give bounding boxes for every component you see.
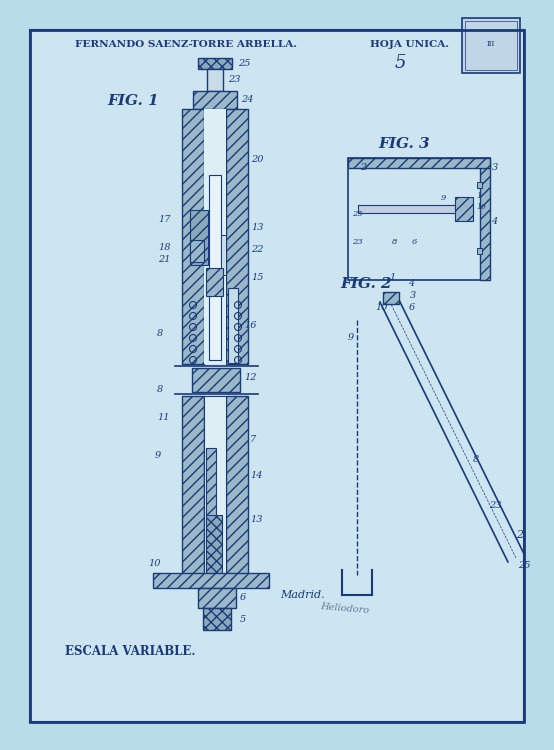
Bar <box>348 158 490 280</box>
Text: 3: 3 <box>492 164 498 172</box>
Text: 1: 1 <box>476 192 481 200</box>
Text: 5: 5 <box>395 54 407 72</box>
Text: 24: 24 <box>241 94 254 104</box>
Text: FERNANDO SAENZ-TORRE ARBELLA.: FERNANDO SAENZ-TORRE ARBELLA. <box>75 40 297 49</box>
Bar <box>462 18 520 73</box>
Text: 13: 13 <box>250 515 263 524</box>
Text: HOJA UNICA.: HOJA UNICA. <box>370 40 449 49</box>
Text: 23: 23 <box>352 238 363 246</box>
Bar <box>477 182 482 188</box>
Text: 10: 10 <box>148 559 161 568</box>
Text: 6: 6 <box>409 304 416 313</box>
Bar <box>204 396 226 581</box>
Bar <box>192 368 240 392</box>
Text: 9: 9 <box>348 334 354 343</box>
Text: 23: 23 <box>228 74 240 83</box>
Bar <box>226 109 248 364</box>
Bar <box>203 608 231 630</box>
Text: 25: 25 <box>518 560 531 569</box>
Text: 4: 4 <box>408 278 414 287</box>
Bar <box>226 396 248 581</box>
Bar <box>348 158 490 168</box>
Bar <box>190 240 204 262</box>
Bar <box>182 396 204 581</box>
Bar <box>198 588 236 608</box>
Bar <box>209 175 221 360</box>
Text: 14: 14 <box>250 470 263 479</box>
Bar <box>204 109 226 364</box>
Text: 6: 6 <box>412 238 417 246</box>
Bar <box>207 69 223 91</box>
Text: 22: 22 <box>251 245 264 254</box>
Bar <box>30 30 524 722</box>
Bar <box>465 21 517 70</box>
Text: 1: 1 <box>389 274 395 283</box>
Bar <box>221 235 226 275</box>
Text: 8: 8 <box>473 455 479 464</box>
Text: 8: 8 <box>392 238 397 246</box>
Text: 7: 7 <box>250 436 257 445</box>
Text: 8: 8 <box>157 386 163 394</box>
Text: 18: 18 <box>158 244 171 253</box>
Text: 5: 5 <box>240 616 246 625</box>
Bar <box>198 58 232 69</box>
Bar <box>206 515 222 575</box>
Text: 11: 11 <box>157 413 170 422</box>
Bar <box>480 158 490 280</box>
Text: 2: 2 <box>516 530 523 540</box>
Text: FIG. 2: FIG. 2 <box>340 277 392 291</box>
Bar <box>358 205 473 213</box>
Bar <box>228 288 238 363</box>
Bar <box>153 573 269 588</box>
Text: 10: 10 <box>375 304 387 313</box>
Text: Madrid.: Madrid. <box>280 590 325 600</box>
Bar <box>455 197 473 221</box>
Text: 21: 21 <box>158 256 171 265</box>
Text: 25: 25 <box>238 58 250 68</box>
Text: FIG. 1: FIG. 1 <box>107 94 158 108</box>
Text: ESCALA VARIABLE.: ESCALA VARIABLE. <box>65 645 196 658</box>
Text: 2: 2 <box>360 164 366 172</box>
Bar <box>193 91 237 109</box>
Bar <box>206 268 223 296</box>
Text: 20: 20 <box>251 155 264 164</box>
Text: 25: 25 <box>352 210 363 218</box>
Text: 23: 23 <box>489 500 501 509</box>
Text: 9: 9 <box>155 451 161 460</box>
Text: 13: 13 <box>251 224 264 232</box>
Text: 4: 4 <box>491 217 497 226</box>
Text: FIG. 3: FIG. 3 <box>378 137 429 151</box>
Bar <box>206 448 216 548</box>
Text: 17: 17 <box>158 215 171 224</box>
Bar <box>30 30 524 722</box>
Text: 9: 9 <box>441 194 447 202</box>
Text: 10: 10 <box>476 203 486 211</box>
Text: 12: 12 <box>244 374 257 382</box>
Bar <box>477 248 482 254</box>
Bar <box>383 292 399 304</box>
Text: 15: 15 <box>251 274 264 283</box>
Text: 6: 6 <box>240 592 246 602</box>
Bar <box>182 109 204 364</box>
Text: III: III <box>487 40 495 48</box>
Bar <box>190 210 208 265</box>
Text: 8: 8 <box>157 328 163 338</box>
Text: 3: 3 <box>410 290 416 299</box>
Text: 16: 16 <box>244 320 257 329</box>
Text: Heliodoro: Heliodoro <box>320 602 370 615</box>
